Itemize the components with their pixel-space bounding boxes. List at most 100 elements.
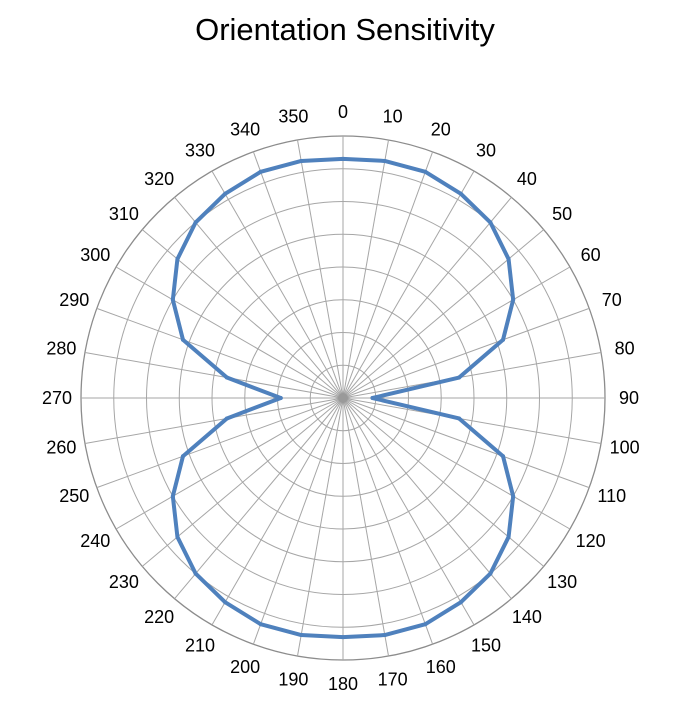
data-point	[175, 257, 180, 262]
data-point	[180, 454, 185, 459]
data-point	[175, 534, 180, 539]
data-point	[488, 571, 493, 576]
angle-tick-label: 340	[230, 119, 260, 139]
grid-spoke	[342, 397, 389, 657]
angle-tick-label: 90	[619, 388, 639, 408]
angle-tick-label: 270	[42, 388, 72, 408]
grid-spoke	[342, 397, 545, 567]
angle-tick-label: 80	[615, 338, 635, 358]
angle-tick-label: 180	[328, 674, 358, 694]
grid-spoke	[115, 266, 344, 399]
angle-tick-label: 310	[109, 204, 139, 224]
angle-tick-label: 130	[547, 572, 577, 592]
grid-spoke	[342, 352, 602, 399]
data-point	[382, 633, 387, 638]
data-point	[458, 600, 463, 605]
data-point	[423, 169, 428, 174]
data-point	[382, 158, 387, 163]
angle-tick-label: 320	[144, 169, 174, 189]
data-point	[258, 169, 263, 174]
data-point	[193, 220, 198, 225]
chart-title: Orientation Sensitivity	[195, 12, 495, 47]
data-point	[170, 297, 175, 302]
grid-spoke	[342, 196, 512, 399]
angle-tick-label: 240	[80, 531, 110, 551]
data-point	[299, 633, 304, 638]
angle-tick-label: 30	[476, 140, 496, 160]
data-point	[511, 494, 516, 499]
angle-tick-label: 150	[471, 636, 501, 656]
angle-tick-label: 120	[576, 531, 606, 551]
angle-tick-label: 230	[109, 572, 139, 592]
grid-spoke	[252, 151, 344, 399]
angle-tick-label: 0	[338, 102, 348, 122]
grid-spoke	[342, 307, 590, 399]
data-point	[506, 534, 511, 539]
grid-spoke	[297, 397, 344, 657]
data-point	[457, 416, 462, 421]
grid-spoke	[342, 397, 590, 489]
data-point	[258, 622, 263, 627]
angle-tick-label: 260	[46, 438, 76, 458]
grid-spoke	[174, 397, 344, 600]
data-point	[223, 600, 228, 605]
data-point	[506, 257, 511, 262]
grid-spoke	[174, 196, 344, 399]
grid-spoke	[84, 397, 344, 444]
grid-spoke	[342, 229, 545, 399]
data-point	[457, 375, 462, 380]
grid-spoke	[96, 307, 344, 399]
data-point	[423, 622, 428, 627]
center-hub	[338, 393, 348, 403]
data-point	[488, 220, 493, 225]
angle-tick-label: 100	[610, 438, 640, 458]
angle-tick-label: 110	[597, 486, 626, 506]
angle-tick-label: 300	[80, 245, 110, 265]
data-point	[370, 396, 375, 400]
angle-tick-label: 10	[383, 106, 403, 126]
grid-spoke	[342, 139, 389, 399]
grid-spoke	[342, 397, 512, 600]
data-point	[458, 191, 463, 196]
data-point	[224, 375, 229, 380]
angle-tick-label: 290	[59, 290, 89, 310]
angle-tick-label: 60	[581, 245, 601, 265]
grid-spoke	[342, 397, 602, 444]
angle-tick-label: 140	[512, 607, 542, 627]
grid-spoke	[252, 397, 344, 645]
data-point	[223, 191, 228, 196]
data-point	[341, 635, 345, 640]
grid-spoke	[342, 397, 434, 645]
data-point	[341, 156, 345, 161]
grid-spoke	[342, 397, 475, 626]
grid-spoke	[115, 397, 344, 530]
grid-spoke	[211, 170, 344, 399]
grid-spoke	[342, 266, 571, 399]
angle-tick-label: 330	[185, 140, 215, 160]
angle-tick-label: 280	[46, 338, 76, 358]
data-point	[180, 337, 185, 342]
angle-tick-label: 160	[426, 657, 456, 677]
data-point	[299, 158, 304, 163]
angle-tick-label: 190	[278, 670, 308, 690]
angle-tick-label: 40	[517, 169, 537, 189]
angle-tick-label: 210	[185, 636, 215, 656]
angle-tick-label: 50	[552, 204, 572, 224]
angle-tick-label: 170	[378, 670, 408, 690]
grid-spoke	[342, 397, 571, 530]
grid-spoke	[96, 397, 344, 489]
angle-tick-label: 200	[230, 657, 260, 677]
grid-spoke	[297, 139, 344, 399]
angle-tick-label: 70	[602, 290, 622, 310]
grid-spoke	[84, 352, 344, 399]
data-point	[278, 396, 283, 400]
grid-spoke	[342, 151, 434, 399]
data-point	[501, 454, 506, 459]
data-point	[501, 337, 506, 342]
data-point	[511, 297, 516, 302]
polar-grid	[80, 135, 606, 661]
data-point	[193, 571, 198, 576]
angle-tick-label: 220	[144, 607, 174, 627]
